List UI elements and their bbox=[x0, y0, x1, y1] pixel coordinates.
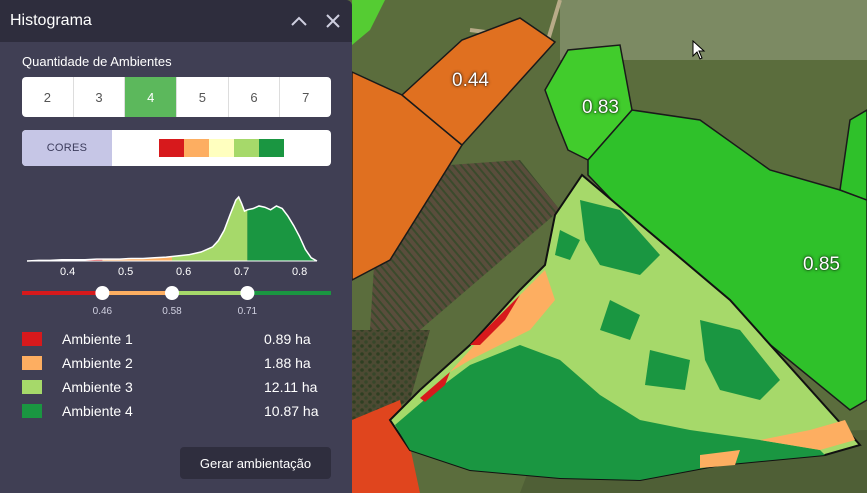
field-orange-left[interactable] bbox=[351, 70, 463, 282]
mouse-pointer-icon bbox=[692, 40, 706, 60]
close-icon[interactable] bbox=[318, 6, 348, 36]
palette-swatch bbox=[209, 139, 234, 157]
threshold-slider-handle[interactable] bbox=[240, 286, 255, 300]
threshold-slider-handle[interactable] bbox=[165, 286, 179, 300]
field-main-zones[interactable] bbox=[388, 173, 862, 482]
x-tick-label: 0.5 bbox=[118, 266, 133, 278]
legend-name: Ambiente 1 bbox=[62, 331, 133, 347]
color-palette-selector[interactable]: CORES bbox=[22, 130, 331, 166]
threshold-value-label: 0.71 bbox=[238, 306, 258, 317]
legend-swatch bbox=[22, 380, 42, 394]
terrain-trees bbox=[352, 330, 430, 430]
field-green-corner[interactable] bbox=[352, 0, 385, 45]
x-tick-label: 0.4 bbox=[60, 266, 75, 278]
legend-name: Ambiente 4 bbox=[62, 403, 133, 419]
field-value-label: 0.85 bbox=[803, 254, 840, 275]
legend-area: 12.11 ha bbox=[264, 379, 318, 395]
env-count-option[interactable]: 2 bbox=[22, 77, 74, 117]
legend-name: Ambiente 3 bbox=[62, 379, 133, 395]
legend-swatch bbox=[22, 404, 42, 418]
histogram-chart: 0.4 0.5 0.6 0.7 0.8 0.46 0.58 0.71 bbox=[22, 195, 331, 317]
env-count-option[interactable]: 5 bbox=[177, 77, 229, 117]
chevron-up-icon[interactable] bbox=[284, 6, 314, 36]
threshold-slider-handle[interactable] bbox=[95, 286, 110, 300]
colors-label: CORES bbox=[22, 130, 112, 166]
legend-row: Ambiente 1 0.89 ha bbox=[22, 327, 322, 351]
legend-row: Ambiente 2 1.88 ha bbox=[22, 351, 322, 375]
legend-area: 0.89 ha bbox=[264, 331, 311, 347]
legend-row: Ambiente 3 12.11 ha bbox=[22, 375, 322, 399]
threshold-value-label: 0.58 bbox=[162, 306, 182, 317]
histogram-panel: Histograma Quantidade de Ambientes 2 3 4… bbox=[0, 0, 352, 493]
legend-row: Ambiente 4 10.87 ha bbox=[22, 399, 322, 423]
env-count-option-selected[interactable]: 4 bbox=[125, 77, 178, 117]
env-count-option[interactable]: 6 bbox=[229, 77, 281, 117]
x-tick-label: 0.6 bbox=[176, 266, 191, 278]
palette-swatch bbox=[184, 139, 209, 157]
legend-area: 1.88 ha bbox=[264, 355, 311, 371]
palette-swatch bbox=[159, 139, 184, 157]
field-value-label: 0.44 bbox=[452, 70, 489, 91]
panel-title: Histograma bbox=[10, 12, 92, 29]
generate-zones-button[interactable]: Gerar ambientação bbox=[180, 447, 331, 479]
palette-swatches bbox=[112, 130, 331, 166]
environment-count-selector: 2 3 4 5 6 7 bbox=[22, 77, 331, 117]
section-label: Quantidade de Ambientes bbox=[22, 54, 172, 69]
x-tick-label: 0.7 bbox=[234, 266, 249, 278]
palette-swatch bbox=[234, 139, 259, 157]
legend: Ambiente 1 0.89 ha Ambiente 2 1.88 ha Ambien… bbox=[22, 327, 322, 423]
field-value-label: 0.83 bbox=[582, 97, 619, 118]
field-orange-044[interactable] bbox=[400, 17, 557, 147]
env-count-option[interactable]: 7 bbox=[302, 89, 310, 105]
threshold-value-label: 0.46 bbox=[93, 306, 113, 317]
env-count-option[interactable]: 3 bbox=[74, 77, 126, 117]
histogram-class-area bbox=[247, 205, 317, 261]
histogram-outline bbox=[26, 195, 318, 262]
legend-name: Ambiente 2 bbox=[62, 355, 133, 371]
palette-swatch bbox=[259, 139, 284, 157]
panel-header: Histograma bbox=[0, 0, 352, 42]
legend-swatch bbox=[22, 356, 42, 370]
x-tick-label: 0.8 bbox=[292, 266, 307, 278]
legend-swatch bbox=[22, 332, 42, 346]
legend-area: 10.87 ha bbox=[264, 403, 319, 419]
histogram-class-area bbox=[172, 197, 248, 261]
